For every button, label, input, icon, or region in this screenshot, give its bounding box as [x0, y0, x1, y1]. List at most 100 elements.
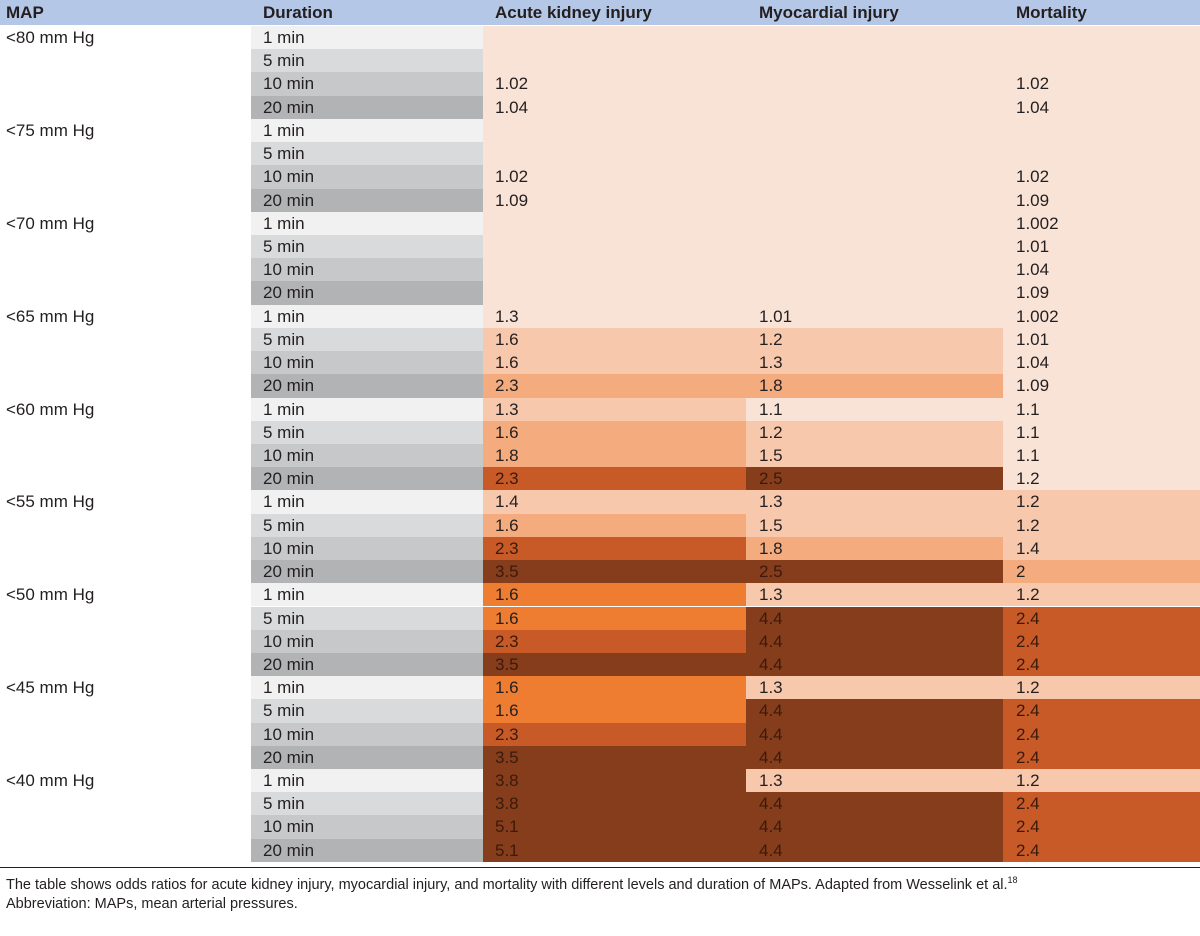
mortality-cell — [1003, 467, 1200, 491]
mortality-cell — [1003, 397, 1200, 421]
duration-cell-value: 20 min — [263, 376, 315, 396]
table-row: 10 min 1.8 1.5 1.1 — [0, 443, 1200, 468]
myocardial-cell — [746, 49, 1003, 73]
table-row: 20 min 2.3 1.8 1.09 — [0, 374, 1200, 398]
myocardial-cell-value: 1.8 — [759, 376, 783, 396]
myocardial-cell-value: 4.4 — [759, 701, 783, 721]
myocardial-cell-value: 1.3 — [759, 585, 783, 605]
aki-cell-value: 2.3 — [495, 469, 519, 489]
map-level-label: <70 mm Hg — [6, 213, 95, 233]
duration-cell-value: 5 min — [263, 236, 305, 256]
myocardial-cell — [746, 606, 1003, 630]
duration-cell-value: 5 min — [263, 144, 305, 164]
myocardial-cell — [746, 374, 1003, 398]
duration-cell-value: 20 min — [263, 469, 315, 489]
duration-cell — [251, 26, 483, 50]
table-row: 5 min 1.6 1.2 1.1 — [0, 420, 1200, 444]
mortality-cell-value: 2.4 — [1016, 817, 1040, 837]
myocardial-cell — [746, 699, 1003, 723]
myocardial-cell — [746, 281, 1003, 305]
aki-cell-value: 1.6 — [495, 329, 519, 349]
myocardial-cell — [746, 652, 1003, 677]
header-myocardial-injury: Myocardial injury — [759, 3, 899, 22]
mortality-cell-value: 1.1 — [1016, 399, 1040, 419]
aki-cell-value: 1.09 — [495, 190, 529, 210]
myocardial-cell-value: 4.4 — [759, 747, 783, 767]
duration-cell — [251, 676, 483, 700]
odds-ratio-table: MAP Duration Acute kidney injury Myocard… — [0, 0, 1200, 868]
table-row: 5 min — [0, 142, 1200, 166]
mortality-cell-value: 1.2 — [1016, 492, 1040, 512]
aki-cell — [483, 513, 746, 537]
mortality-cell — [1003, 745, 1200, 770]
myocardial-cell — [746, 536, 1003, 561]
aki-cell — [483, 304, 746, 328]
table-row: 5 min 1.6 4.4 2.4 — [0, 606, 1200, 630]
aki-cell — [483, 583, 746, 607]
myocardial-cell — [746, 769, 1003, 793]
mortality-cell — [1003, 327, 1200, 352]
duration-cell-value: 1 min — [263, 306, 305, 326]
table-row: 5 min 1.6 1.5 1.2 — [0, 513, 1200, 537]
aki-cell — [483, 374, 746, 398]
aki-cell-value: 1.3 — [495, 399, 519, 419]
aki-cell — [483, 443, 746, 468]
mortality-cell — [1003, 536, 1200, 561]
duration-cell — [251, 327, 483, 352]
mortality-cell — [1003, 815, 1200, 839]
mortality-cell — [1003, 211, 1200, 235]
aki-cell-value: 3.5 — [495, 654, 519, 674]
duration-cell-value: 1 min — [263, 399, 305, 419]
myocardial-cell-value: 1.01 — [759, 306, 793, 326]
mortality-cell — [1003, 188, 1200, 212]
myocardial-cell-value: 4.4 — [759, 840, 783, 860]
mortality-cell-value: 2.4 — [1016, 724, 1040, 744]
duration-cell-value: 1 min — [263, 28, 305, 47]
duration-cell — [251, 490, 483, 514]
table-row: <70 mm Hg 1 min 1.002 — [0, 211, 1200, 235]
mortality-cell — [1003, 652, 1200, 677]
duration-cell — [251, 234, 483, 259]
aki-cell-value: 1.6 — [495, 515, 519, 535]
myocardial-cell — [746, 211, 1003, 235]
footnote-reference: 18 — [1007, 875, 1018, 886]
duration-cell — [251, 792, 483, 816]
duration-cell-value: 1 min — [263, 585, 305, 605]
myocardial-cell — [746, 118, 1003, 143]
duration-cell-value: 20 min — [263, 97, 315, 117]
aki-cell-value: 3.8 — [495, 794, 519, 814]
myocardial-cell-value: 1.8 — [759, 538, 783, 558]
aki-cell — [483, 629, 746, 653]
table-row: 5 min 1.6 1.2 1.01 — [0, 327, 1200, 352]
myocardial-cell — [746, 26, 1003, 50]
myocardial-cell-value: 1.5 — [759, 515, 783, 535]
myocardial-cell — [746, 142, 1003, 166]
myocardial-cell — [746, 513, 1003, 537]
myocardial-cell-value: 1.5 — [759, 445, 783, 465]
duration-cell — [251, 258, 483, 282]
aki-cell — [483, 745, 746, 770]
aki-cell — [483, 234, 746, 259]
myocardial-cell-value: 1.2 — [759, 329, 783, 349]
aki-cell — [483, 26, 746, 50]
map-level-label: <60 mm Hg — [6, 399, 95, 419]
duration-cell-value: 20 min — [263, 283, 315, 303]
mortality-cell-value: 1.01 — [1016, 236, 1050, 256]
aki-cell — [483, 118, 746, 143]
mortality-cell-value: 2.4 — [1016, 794, 1040, 814]
table-row: <50 mm Hg 1 min 1.6 1.3 1.2 — [0, 583, 1200, 607]
myocardial-cell-value: 1.3 — [759, 353, 783, 373]
duration-cell — [251, 536, 483, 561]
table-row: 20 min 3.5 2.5 2 — [0, 560, 1200, 584]
aki-cell-value: 2.3 — [495, 538, 519, 558]
mortality-cell-value: 1.2 — [1016, 515, 1040, 535]
duration-cell-value: 10 min — [263, 445, 315, 465]
mortality-cell-value: 1.002 — [1016, 213, 1059, 233]
mortality-cell — [1003, 26, 1200, 50]
mortality-cell — [1003, 583, 1200, 607]
mortality-cell-value: 2 — [1016, 562, 1026, 582]
myocardial-cell — [746, 443, 1003, 468]
duration-cell-value: 1 min — [263, 213, 305, 233]
table-row: <65 mm Hg 1 min 1.3 1.01 1.002 — [0, 304, 1200, 328]
aki-cell-value: 1.6 — [495, 585, 519, 605]
